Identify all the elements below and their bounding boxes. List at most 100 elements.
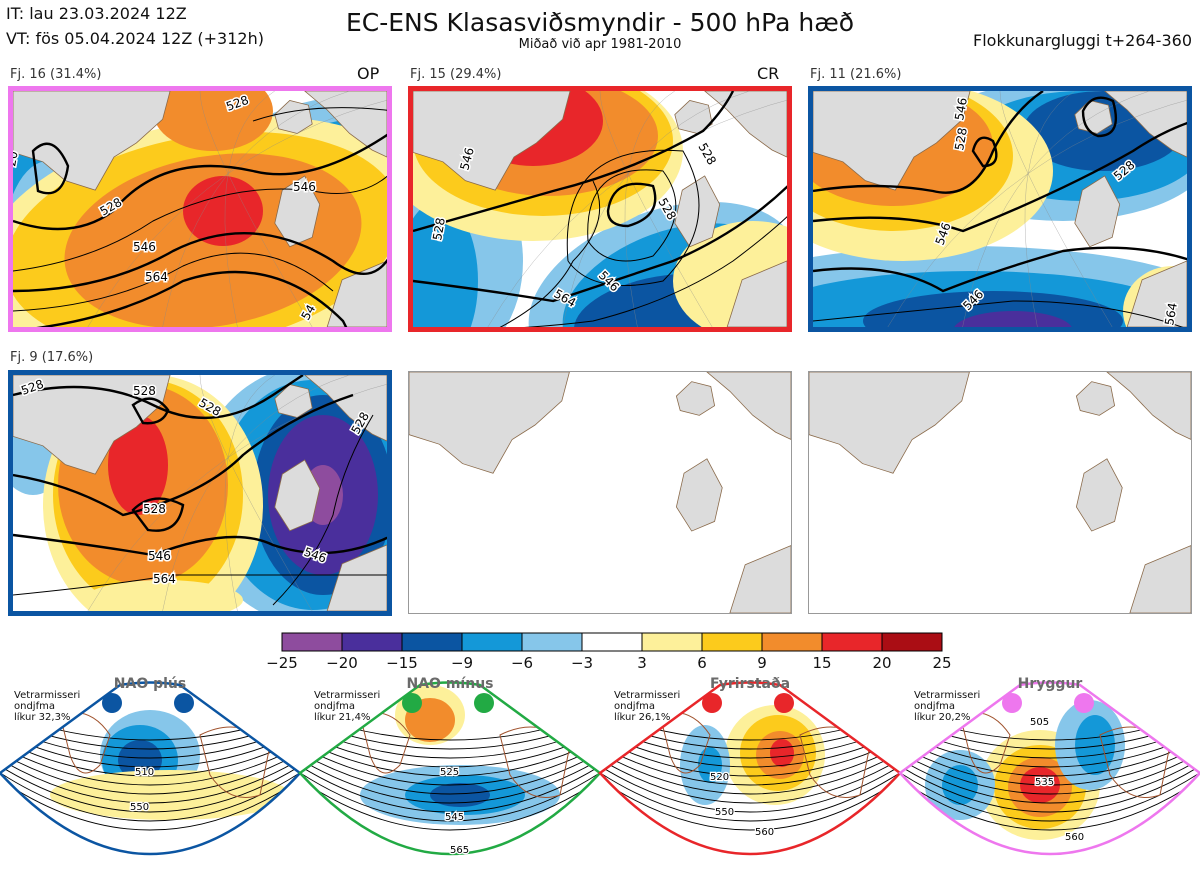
cluster-map-2[interactable]: 546 528 528 546 564 528: [408, 86, 792, 332]
contour-label-528: 528: [952, 127, 970, 152]
colorbar-tick-label: −20: [326, 654, 358, 672]
regime-height-contour: [600, 746, 900, 804]
height-contour: [13, 252, 334, 312]
regime-note-line: Vetrarmisseri: [14, 690, 81, 701]
regime-reference-maps: 510 550 525 545 565 520 550 560 505 535 560: [0, 681, 1200, 857]
contour-label-564: 564: [153, 572, 176, 586]
page-subtitle: Miðað við apr 1981-2010: [518, 37, 682, 52]
colorbar-tick-label: −3: [570, 654, 594, 672]
british-isles-landmass: [674, 175, 721, 248]
scandinavia-landmass: [706, 372, 791, 440]
colorbar-swatch: [581, 632, 643, 652]
regime-marker-dot: [174, 693, 194, 713]
regime-height-contour: [900, 752, 1200, 813]
regime-sector-border: [598, 681, 902, 856]
panel-3-label: Fj. 11 (21.6%): [810, 67, 902, 82]
regime-contour-label: 545: [445, 812, 464, 823]
contour-label-564: 564: [145, 270, 168, 284]
scandinavia-landmass: [1104, 91, 1187, 158]
page-title: EC-ENS Klasasviðsmyndir - 500 hPa hæð: [345, 8, 855, 37]
regime-contour-label: 560: [1065, 832, 1084, 843]
height-contour: [13, 393, 354, 517]
height-contour: [587, 169, 677, 262]
europe-landmass: [729, 545, 791, 613]
regime-height-contour: [600, 764, 900, 831]
contour-label-528: 528: [430, 217, 448, 242]
regime-note-line: líkur 20,2%: [914, 712, 971, 723]
regime-note: Vetrarmisseri ondjfma líkur 32,3%: [14, 690, 80, 723]
cluster-map-4[interactable]: 528 528 528 528 546 564 546 528: [8, 370, 392, 616]
anomaly-yellow-south: [83, 580, 243, 611]
europe-landmass: [1129, 545, 1191, 613]
regime-note: Vetrarmisseri ondjfma líkur 20,2%: [914, 690, 980, 723]
regime-height-contour: [900, 734, 1200, 786]
height-contour: [499, 180, 601, 327]
contour-label-546: 546: [293, 180, 316, 194]
height-contour: [813, 300, 1184, 327]
height-contour: [524, 216, 787, 327]
colorbar-tick-label: −25: [266, 654, 298, 672]
regime-height-contour: [300, 740, 600, 795]
regime-contour-label: 505: [1030, 717, 1049, 728]
colorbar-swatch: [761, 632, 823, 652]
classification-window: Flokkunargluggi t+264-360: [973, 31, 1192, 50]
colorbar-tick-label: 15: [812, 654, 832, 672]
regime-marker-dot: [702, 693, 722, 713]
regime-note-line: líkur 32,3%: [14, 712, 71, 723]
regime-note-line: Vetrarmisseri: [614, 690, 681, 701]
iceland-landmass: [1075, 381, 1116, 416]
panel-1-tag: OP: [357, 64, 380, 83]
regime-anomaly-blob: [1075, 715, 1115, 775]
regime-note-line: líkur 21,4%: [314, 712, 371, 723]
regime-marker-dot: [1002, 693, 1022, 713]
regime-note-line: ondjfma: [14, 701, 55, 712]
cluster-map-1[interactable]: 546 528 546 564 54 20 528: [8, 86, 392, 332]
anomaly-orange-north: [153, 91, 273, 151]
british-isles-landmass: [274, 175, 321, 248]
cluster-map-3[interactable]: 546 528 528 546 546 564: [808, 86, 1192, 332]
regime-height-contour: [0, 734, 300, 786]
regime-height-contour: [900, 764, 1200, 831]
colorbar-swatch: [701, 632, 763, 652]
regime-note-line: líkur 26,1%: [614, 712, 671, 723]
regime-height-contour: [600, 734, 900, 786]
regime-contour-label: 520: [710, 772, 729, 783]
height-contour: [13, 574, 387, 596]
regime-contour-label: 510: [135, 767, 154, 778]
height-contour-closed: [606, 182, 657, 228]
greenland-landmass: [813, 91, 971, 191]
scandinavia-landmass: [304, 375, 387, 442]
greenland-landmass: [809, 372, 970, 474]
europe-landmass: [726, 260, 787, 327]
regime-height-contour: [900, 740, 1200, 795]
regime-note: Vetrarmisseri ondjfma líkur 26,1%: [614, 690, 680, 723]
regime-height-contour: [0, 752, 300, 813]
scandinavia-landmass: [304, 91, 387, 158]
scandinavia-landmass: [704, 91, 787, 158]
regime-sector-border: [298, 681, 602, 856]
height-contour-528: [13, 375, 304, 420]
regime-height-contour: [300, 734, 600, 786]
regime-sector-border: [898, 681, 1200, 856]
height-contour: [272, 414, 374, 606]
colorbar-swatch: [341, 632, 403, 652]
contour-label-546: 546: [952, 97, 970, 122]
regime-title: NAO plús: [113, 676, 187, 692]
greenland-landmass: [409, 372, 570, 474]
height-contour-closed: [131, 397, 170, 425]
regime-note-line: ondjfma: [614, 701, 655, 712]
regime-note-line: ondjfma: [914, 701, 955, 712]
regime-height-contour: [300, 758, 600, 822]
empty-map-5: [408, 371, 792, 614]
greenland-landmass: [413, 91, 571, 191]
colorbar-tick-label: −15: [386, 654, 418, 672]
anomaly-purple-core: [954, 311, 1072, 327]
colorbar-swatch: [461, 632, 523, 652]
british-isles-landmass: [1075, 458, 1123, 532]
height-contour-closed: [131, 497, 185, 532]
height-contour-528: [813, 91, 1044, 194]
regime-height-contour: [900, 746, 1200, 804]
anomaly-colorbar: [281, 632, 943, 652]
regime-anomaly-blob: [770, 739, 794, 767]
iceland-landmass: [675, 381, 716, 416]
